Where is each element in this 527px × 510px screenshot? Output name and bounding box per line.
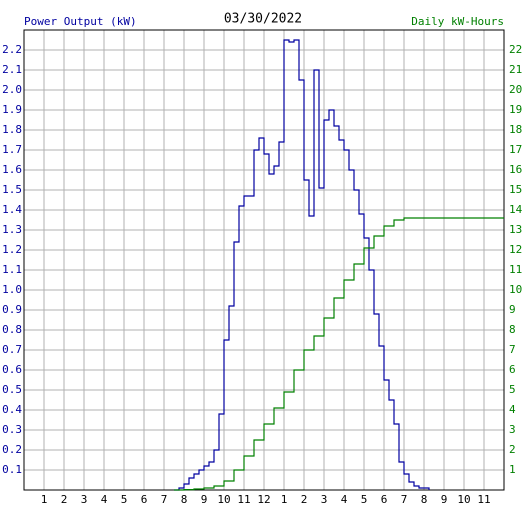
x-tick-label: 8 bbox=[181, 493, 188, 506]
x-tick-label: 7 bbox=[401, 493, 408, 506]
x-tick-label: 6 bbox=[381, 493, 388, 506]
x-tick-label: 8 bbox=[421, 493, 428, 506]
y2-tick-label: 3 bbox=[509, 423, 516, 436]
y2-tick-label: 20 bbox=[509, 83, 522, 96]
y-tick-label: 0.7 bbox=[2, 343, 22, 356]
x-tick-label: 7 bbox=[161, 493, 168, 506]
y-tick-label: 1.1 bbox=[2, 263, 22, 276]
x-tick-label: 11 bbox=[237, 493, 250, 506]
x-tick-label: 4 bbox=[341, 493, 348, 506]
x-tick-label: 6 bbox=[141, 493, 148, 506]
x-tick-label: 5 bbox=[361, 493, 368, 506]
x-tick-label: 11 bbox=[477, 493, 490, 506]
x-tick-label: 1 bbox=[281, 493, 288, 506]
y2-tick-label: 2 bbox=[509, 443, 516, 456]
y2-tick-label: 21 bbox=[509, 63, 522, 76]
y-tick-label: 1.3 bbox=[2, 223, 22, 236]
y2-tick-label: 17 bbox=[509, 143, 522, 156]
y2-tick-label: 7 bbox=[509, 343, 516, 356]
y-tick-label: 2.1 bbox=[2, 63, 22, 76]
x-tick-label: 2 bbox=[301, 493, 308, 506]
y2-tick-label: 10 bbox=[509, 283, 522, 296]
x-tick-label: 3 bbox=[321, 493, 328, 506]
y-tick-label: 1.6 bbox=[2, 163, 22, 176]
x-tick-label: 3 bbox=[81, 493, 88, 506]
left-axis-label: Power Output (kW) bbox=[24, 15, 137, 28]
y-tick-label: 0.2 bbox=[2, 443, 22, 456]
right-axis-label: Daily kW-Hours bbox=[411, 15, 504, 28]
y2-tick-label: 9 bbox=[509, 303, 516, 316]
y2-tick-label: 8 bbox=[509, 323, 516, 336]
x-tick-label: 4 bbox=[101, 493, 108, 506]
y-tick-label: 1.4 bbox=[2, 203, 22, 216]
y2-tick-label: 14 bbox=[509, 203, 523, 216]
y-tick-label: 0.3 bbox=[2, 423, 22, 436]
y2-tick-label: 22 bbox=[509, 43, 522, 56]
x-tick-label: 1 bbox=[41, 493, 48, 506]
x-tick-label: 10 bbox=[457, 493, 470, 506]
x-tick-label: 9 bbox=[441, 493, 448, 506]
y2-tick-label: 4 bbox=[509, 403, 516, 416]
plot-border bbox=[23, 29, 505, 491]
x-tick-label: 2 bbox=[61, 493, 68, 506]
y2-tick-label: 6 bbox=[509, 363, 516, 376]
y2-tick-label: 5 bbox=[509, 383, 516, 396]
y-tick-label: 1.0 bbox=[2, 283, 22, 296]
y-tick-label: 1.5 bbox=[2, 183, 22, 196]
x-tick-label: 9 bbox=[201, 493, 208, 506]
y-tick-label: 1.7 bbox=[2, 143, 22, 156]
y2-tick-label: 1 bbox=[509, 463, 516, 476]
y2-tick-label: 15 bbox=[509, 183, 522, 196]
chart-title: 03/30/2022 bbox=[224, 12, 302, 27]
y-tick-label: 0.1 bbox=[2, 463, 22, 476]
y-tick-label: 0.6 bbox=[2, 363, 22, 376]
y2-tick-label: 18 bbox=[509, 123, 522, 136]
series-line bbox=[174, 39, 430, 491]
y-tick-label: 1.8 bbox=[2, 123, 22, 136]
series-line bbox=[174, 217, 504, 491]
y-tick-label: 0.5 bbox=[2, 383, 22, 396]
y-tick-label: 0.8 bbox=[2, 323, 22, 336]
x-tick-label: 5 bbox=[121, 493, 128, 506]
y-tick-label: 2.2 bbox=[2, 43, 22, 56]
y2-tick-label: 11 bbox=[509, 263, 522, 276]
y-tick-label: 0.9 bbox=[2, 303, 22, 316]
y-tick-label: 1.2 bbox=[2, 243, 22, 256]
y2-tick-label: 13 bbox=[509, 223, 522, 236]
y-tick-label: 1.9 bbox=[2, 103, 22, 116]
y-tick-label: 0.4 bbox=[2, 403, 22, 416]
x-tick-label: 12 bbox=[257, 493, 270, 506]
x-tick-label: 10 bbox=[217, 493, 230, 506]
y-tick-label: 2.0 bbox=[2, 83, 22, 96]
y2-tick-label: 19 bbox=[509, 103, 522, 116]
y2-tick-label: 12 bbox=[509, 243, 522, 256]
y2-tick-label: 16 bbox=[509, 163, 522, 176]
